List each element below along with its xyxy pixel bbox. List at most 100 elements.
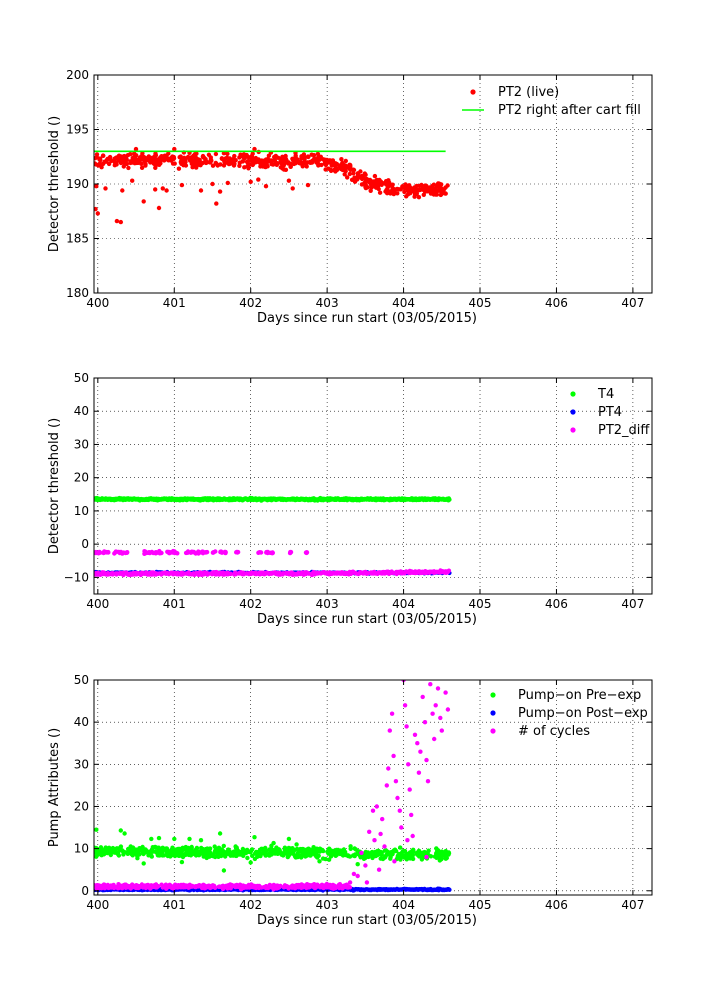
data-point bbox=[100, 849, 106, 854]
data-point bbox=[388, 854, 393, 860]
data-point bbox=[393, 779, 399, 784]
y-tick-label: 30 bbox=[74, 437, 89, 451]
data-point bbox=[362, 171, 367, 176]
data-point bbox=[445, 570, 450, 575]
data-point bbox=[223, 884, 229, 889]
data-point bbox=[439, 856, 444, 862]
data-point bbox=[112, 156, 117, 161]
data-point bbox=[221, 163, 227, 168]
data-point bbox=[347, 880, 353, 885]
data-point bbox=[209, 571, 215, 576]
data-point bbox=[172, 836, 177, 842]
data-point bbox=[112, 850, 117, 855]
data-point bbox=[253, 850, 259, 855]
data-point bbox=[252, 835, 257, 840]
y-axis-label: Pump Attributes () bbox=[47, 728, 62, 847]
data-point bbox=[369, 852, 375, 858]
data-point bbox=[231, 853, 237, 858]
data-point bbox=[185, 550, 190, 555]
data-point bbox=[352, 179, 358, 184]
data-point bbox=[222, 549, 227, 555]
data-point bbox=[221, 572, 226, 577]
data-point bbox=[334, 571, 339, 576]
data-point bbox=[208, 160, 213, 165]
data-point bbox=[273, 883, 278, 888]
data-point bbox=[212, 885, 218, 890]
data-point bbox=[391, 753, 396, 759]
data-point bbox=[382, 844, 387, 849]
data-point bbox=[183, 159, 188, 165]
data-point bbox=[264, 885, 269, 890]
data-point bbox=[423, 570, 428, 575]
data-point bbox=[304, 851, 309, 856]
x-tick-label: 407 bbox=[621, 597, 644, 611]
x-tick-label: 400 bbox=[86, 898, 109, 912]
data-point bbox=[130, 850, 136, 855]
y-tick-label: 185 bbox=[66, 232, 89, 246]
data-point bbox=[408, 570, 413, 576]
data-point bbox=[214, 201, 219, 206]
data-point bbox=[305, 182, 311, 188]
y-axis-label: Detector threshold () bbox=[47, 418, 62, 554]
data-point bbox=[259, 846, 264, 851]
y-tick-label: 20 bbox=[74, 471, 89, 485]
x-tick-label: 402 bbox=[239, 597, 262, 611]
y-tick-label: 200 bbox=[66, 68, 89, 82]
data-point bbox=[94, 161, 97, 166]
data-point bbox=[342, 172, 347, 177]
data-point bbox=[425, 779, 431, 784]
data-point bbox=[412, 732, 418, 737]
data-point bbox=[353, 847, 359, 852]
x-tick-label: 404 bbox=[392, 296, 415, 310]
y-tick-label: 10 bbox=[74, 842, 89, 856]
data-point bbox=[176, 166, 182, 171]
data-point bbox=[345, 175, 350, 180]
data-point bbox=[128, 160, 133, 166]
data-point bbox=[250, 162, 255, 168]
x-axis-label: Days since run start (03/05/2015) bbox=[257, 913, 477, 928]
data-point bbox=[281, 852, 286, 858]
data-point bbox=[116, 883, 121, 888]
legend-label: PT2 (live) bbox=[498, 85, 559, 100]
y-tick-label: −10 bbox=[64, 570, 89, 584]
data-point bbox=[139, 165, 145, 170]
data-point bbox=[100, 153, 106, 158]
data-point bbox=[233, 158, 238, 163]
data-point bbox=[153, 151, 158, 156]
data-point bbox=[237, 882, 243, 887]
data-point bbox=[219, 884, 225, 889]
data-point bbox=[243, 884, 248, 889]
y-tick-label: 50 bbox=[74, 371, 89, 385]
data-point bbox=[179, 182, 185, 188]
data-point bbox=[378, 831, 383, 837]
data-point bbox=[359, 854, 364, 859]
data-point bbox=[400, 853, 405, 858]
data-point bbox=[122, 831, 127, 836]
data-point bbox=[434, 189, 439, 195]
data-point bbox=[120, 884, 125, 889]
data-point bbox=[328, 168, 334, 173]
data-point bbox=[95, 570, 101, 576]
data-point bbox=[306, 154, 311, 160]
data-point bbox=[151, 571, 156, 576]
data-point bbox=[200, 160, 205, 166]
data-point bbox=[384, 783, 389, 788]
data-point bbox=[380, 856, 386, 862]
data-point bbox=[114, 218, 120, 224]
data-point bbox=[187, 836, 192, 842]
data-point bbox=[218, 549, 224, 554]
data-point bbox=[244, 847, 249, 853]
data-point bbox=[332, 883, 337, 888]
data-point bbox=[244, 152, 249, 158]
data-point bbox=[422, 720, 428, 725]
data-point bbox=[443, 848, 448, 854]
data-point bbox=[333, 853, 338, 858]
data-point bbox=[347, 171, 352, 177]
data-point bbox=[146, 158, 151, 163]
axes-frame bbox=[93, 377, 653, 595]
data-point bbox=[145, 849, 151, 854]
data-point bbox=[158, 159, 163, 164]
data-point bbox=[369, 179, 374, 184]
data-point bbox=[132, 161, 137, 166]
data-point bbox=[214, 570, 220, 576]
